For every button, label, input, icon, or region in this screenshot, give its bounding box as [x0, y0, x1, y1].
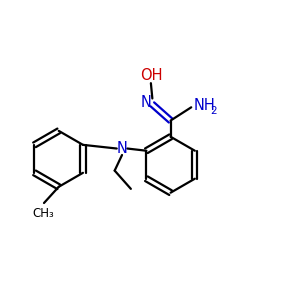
- Text: CH₃: CH₃: [32, 207, 54, 220]
- Text: OH: OH: [140, 68, 163, 83]
- Text: NH: NH: [193, 98, 215, 113]
- Text: N: N: [141, 94, 152, 110]
- Text: N: N: [117, 141, 128, 156]
- Text: 2: 2: [210, 106, 216, 116]
